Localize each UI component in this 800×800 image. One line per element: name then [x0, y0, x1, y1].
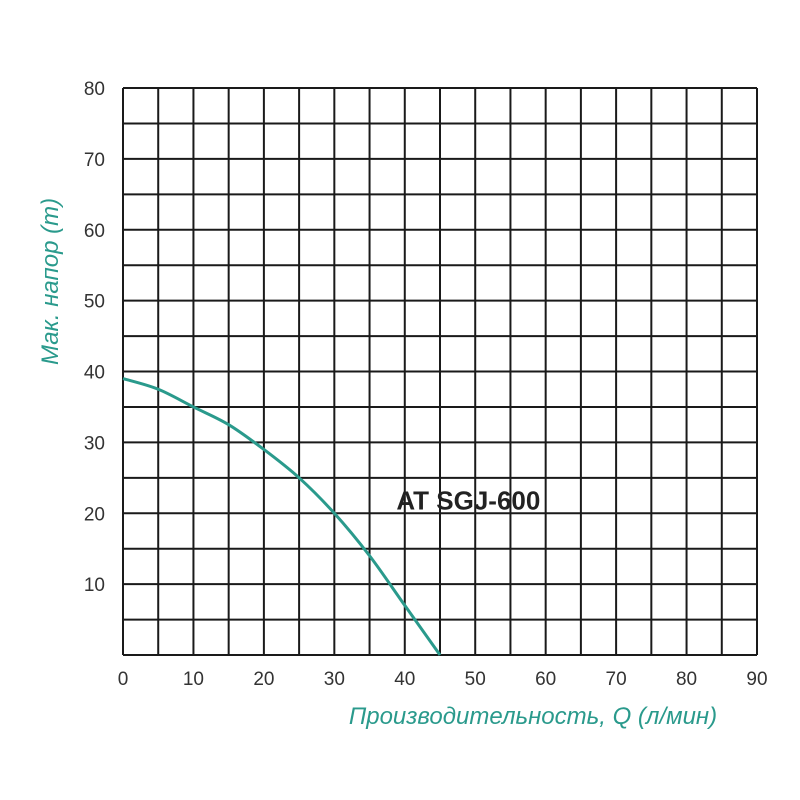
- x-tick-label: 0: [118, 669, 129, 690]
- x-tick-label: 60: [535, 669, 556, 690]
- series-line: [122, 377, 442, 656]
- y-tick-label: 60: [84, 221, 105, 242]
- x-tick-label: 50: [465, 669, 486, 690]
- y-tick-label: 30: [84, 433, 105, 454]
- x-tick-label: 10: [183, 669, 204, 690]
- x-tick-label: 20: [253, 669, 274, 690]
- x-tick-label: 40: [394, 669, 415, 690]
- y-axis-title: Мак. напор (m): [37, 198, 64, 365]
- series-label: AT SGJ-600: [396, 486, 540, 516]
- y-tick-label: 20: [84, 504, 105, 525]
- y-tick-label: 50: [84, 292, 105, 313]
- chart-series: [122, 377, 442, 656]
- x-tick-label: 80: [676, 669, 697, 690]
- y-tick-label: 10: [84, 575, 105, 596]
- x-tick-label: 30: [324, 669, 345, 690]
- y-tick-label: 80: [84, 79, 105, 100]
- y-tick-label: 70: [84, 150, 105, 171]
- chart-grid: [122, 87, 758, 656]
- chart-tick-labels: 0 10 20 30 40 50 60 70 80 90 10 20 30 40 50 60 70 80: [84, 79, 768, 690]
- x-axis-title: Производительность, Q (л/мин): [349, 703, 717, 730]
- x-tick-label: 70: [606, 669, 627, 690]
- x-tick-label: 90: [746, 669, 767, 690]
- y-tick-label: 40: [84, 363, 105, 384]
